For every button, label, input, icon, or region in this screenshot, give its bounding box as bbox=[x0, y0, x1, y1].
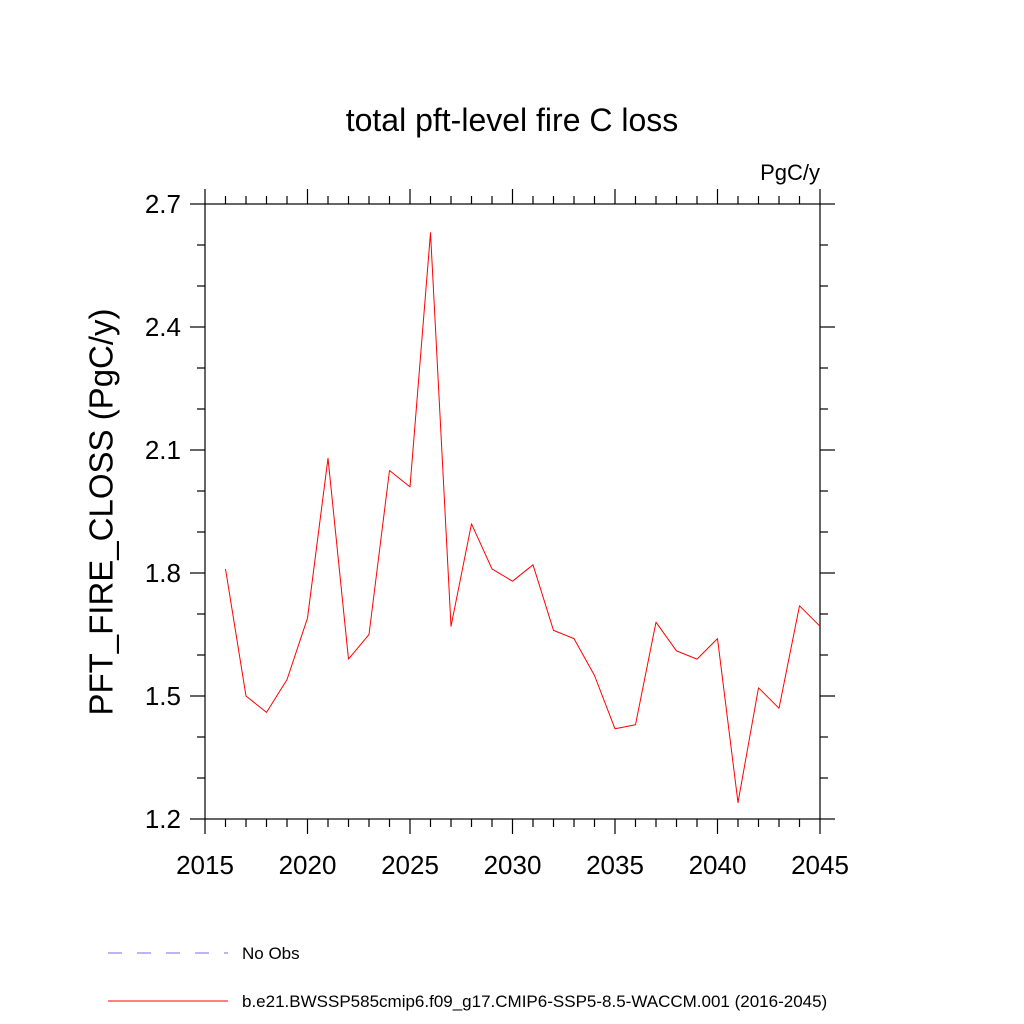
y-tick-label: 2.1 bbox=[145, 435, 181, 465]
y-axis-label: PFT_FIRE_CLOSS (PgC/y) bbox=[83, 308, 120, 715]
x-tick-label: 2030 bbox=[484, 850, 542, 880]
plot-frame bbox=[204, 203, 821, 820]
y-tick-label: 1.8 bbox=[145, 558, 181, 588]
series-layer bbox=[225, 232, 821, 804]
series-line-0 bbox=[225, 232, 821, 804]
chart-title: total pft-level fire C loss bbox=[346, 102, 679, 138]
legend-label-model: b.e21.BWSSP585cmip6.f09_g17.CMIP6-SSP5-8… bbox=[242, 992, 827, 1011]
y-tick-label: 2.4 bbox=[145, 312, 181, 342]
units-label: PgC/y bbox=[760, 160, 820, 185]
y-tick-label: 1.2 bbox=[145, 804, 181, 834]
x-tick-label: 2025 bbox=[381, 850, 439, 880]
x-tick-label: 2035 bbox=[586, 850, 644, 880]
x-tick-label: 2020 bbox=[279, 850, 337, 880]
axes: 2015 2020 2025 2030 2035 2040 2045 1.2 1.5 1.8 2.1… bbox=[145, 189, 849, 880]
x-tick-label: 2015 bbox=[176, 850, 234, 880]
x-tick-label: 2040 bbox=[689, 850, 747, 880]
legend-label-no-obs: No Obs bbox=[242, 944, 300, 963]
y-tick-label: 1.5 bbox=[145, 681, 181, 711]
y-tick-label: 2.7 bbox=[145, 189, 181, 219]
x-tick-label: 2045 bbox=[791, 850, 849, 880]
